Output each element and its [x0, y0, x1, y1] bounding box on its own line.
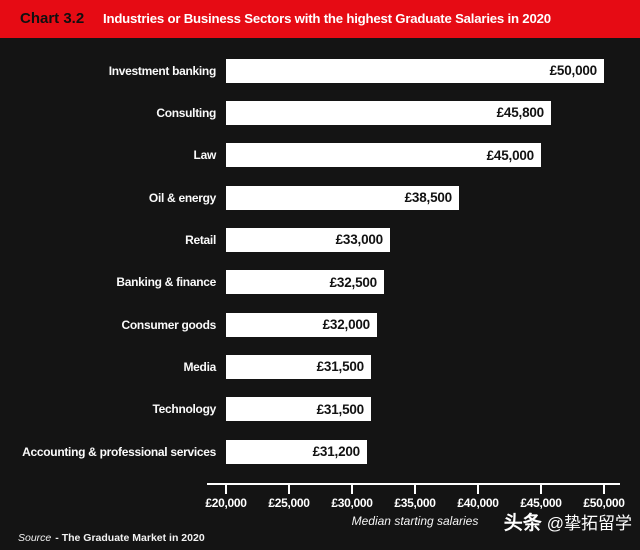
x-axis-tick [540, 483, 542, 494]
x-axis-tick [477, 483, 479, 494]
bar-value-label: £32,500 [329, 274, 378, 290]
watermark-brand: 头条 [503, 513, 542, 534]
x-axis-tick [603, 483, 605, 494]
bar: £45,000 [226, 143, 541, 168]
x-axis-tick-label: £25,000 [268, 496, 310, 510]
bar-value-label: £31,500 [316, 359, 365, 375]
x-axis-tick [414, 483, 416, 494]
category-label: Accounting & professional services [22, 444, 216, 459]
bar-value-label: £33,000 [335, 232, 384, 248]
bar: £31,500 [226, 397, 371, 422]
category-label: Investment banking [108, 63, 217, 78]
source-label: Source [18, 532, 52, 544]
bar: £38,500 [226, 185, 459, 210]
chart-number-tag: Chart 3.2 [20, 10, 85, 27]
x-axis-line [207, 483, 620, 485]
category-label: Consumer goods [121, 317, 217, 332]
x-axis-tick-label: £30,000 [331, 496, 373, 510]
x-axis-tick-label: £35,000 [394, 496, 436, 510]
source-text: - The Graduate Market in 2020 [55, 532, 205, 544]
x-axis-tick-label: £40,000 [457, 496, 499, 510]
bar: £31,200 [226, 439, 367, 464]
bar: £45,800 [226, 100, 551, 125]
bar: £32,000 [226, 312, 377, 337]
x-axis-tick-label: £50,000 [583, 496, 625, 510]
category-label: Oil & energy [148, 190, 216, 205]
watermark: 头条 @挚拓留学 [504, 508, 632, 535]
bar: £33,000 [226, 227, 390, 252]
category-label: Retail [185, 232, 216, 247]
category-label: Consulting [156, 105, 216, 120]
chart-title: Industries or Business Sectors with the … [103, 11, 551, 26]
x-axis-title: Median starting salaries [351, 514, 479, 528]
category-label: Technology [152, 402, 217, 417]
x-axis-tick-label: £45,000 [520, 496, 562, 510]
bar-value-label: £38,500 [404, 190, 453, 205]
category-label: Media [183, 359, 216, 374]
category-label: Law [193, 148, 217, 163]
x-axis-tick [351, 483, 353, 494]
source-note: Source - The Graduate Market in 2020 [18, 532, 205, 544]
watermark-handle: @挚拓留学 [546, 514, 632, 533]
bar: £32,500 [226, 270, 384, 295]
x-axis-tick [288, 483, 290, 494]
bar: £31,500 [226, 354, 371, 379]
bar: £50,000 [226, 58, 604, 83]
category-label: Banking & finance [116, 275, 216, 290]
x-axis-tick-label: £20,000 [205, 496, 247, 510]
bar-value-label: £45,800 [496, 105, 545, 121]
chart-header: Chart 3.2 Industries or Business Sectors… [0, 0, 640, 38]
bar-value-label: £45,000 [486, 147, 535, 163]
bar-value-label: £31,200 [312, 444, 361, 459]
bar-value-label: £32,000 [322, 317, 371, 332]
x-axis-tick [225, 483, 227, 494]
bar-value-label: £31,500 [316, 401, 365, 417]
bar-value-label: £50,000 [549, 63, 598, 78]
